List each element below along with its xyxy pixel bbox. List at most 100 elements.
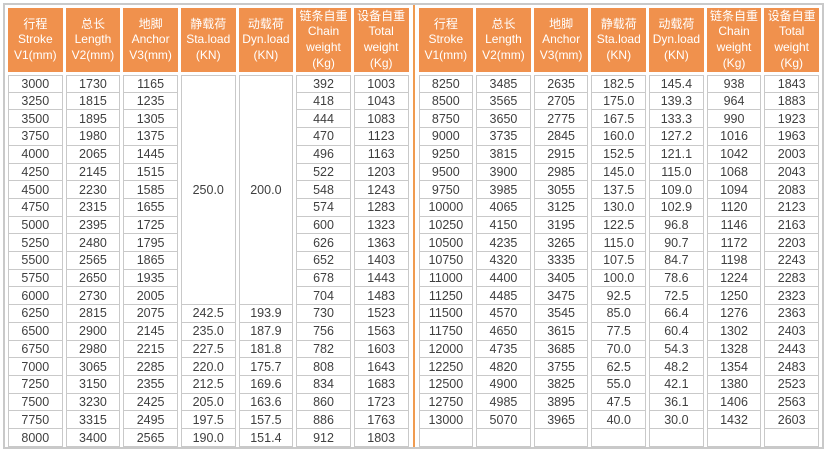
table-row: 9750 3985 3055 137.5 109.0 1094 2083 xyxy=(418,181,819,199)
table-cell: 1375 xyxy=(123,128,178,146)
table-cell: 1603 xyxy=(353,340,409,359)
table-cell: 9000 xyxy=(418,128,474,146)
table-cell: 60.4 xyxy=(649,322,704,341)
table-cell: 2355 xyxy=(123,375,178,394)
table-cell: 4320 xyxy=(476,252,531,270)
table-cell: 12500 xyxy=(418,375,474,394)
table-cell: 3755 xyxy=(533,358,589,376)
table-row: 5250 2480 1795 626 1363 xyxy=(8,234,409,253)
table-cell: 1172 xyxy=(706,234,762,253)
table-cell xyxy=(764,429,819,447)
table-cell: 2003 xyxy=(764,145,819,164)
table-cell: 964 xyxy=(706,92,762,111)
table-cell: 5000 xyxy=(8,216,63,235)
table-cell: 152.5 xyxy=(591,145,647,164)
table-cell: 175.0 xyxy=(591,92,647,111)
table-cell: 121.1 xyxy=(649,145,704,164)
table-cell: 3405 xyxy=(533,269,589,288)
table-cell: 11250 xyxy=(418,287,474,306)
table-cell: 1354 xyxy=(706,358,762,376)
table-cell: 11750 xyxy=(418,322,474,341)
table-cell: 730 xyxy=(296,305,351,323)
table-cell: 1515 xyxy=(123,163,178,182)
table-cell: 55.0 xyxy=(591,375,647,394)
table-row: 9250 3815 2915 152.5 121.1 1042 2003 xyxy=(418,145,819,164)
table-cell: 3500 xyxy=(8,110,63,129)
table-cell: 3335 xyxy=(533,252,589,270)
table-cell: 2315 xyxy=(65,198,121,217)
table-cell: 10250 xyxy=(418,216,474,235)
table-row: 7750 3315 2495 197.5 157.5 886 1763 xyxy=(8,411,409,430)
table-row: 3750 1980 1375 470 1123 xyxy=(8,128,409,146)
table-cell: 42.1 xyxy=(649,375,704,394)
table-cell: 2363 xyxy=(764,305,819,323)
table-row: 5750 2650 1935 678 1443 xyxy=(8,269,409,288)
table-cell: 10000 xyxy=(418,198,474,217)
table-cell: 3735 xyxy=(476,128,531,146)
table-cell: 1243 xyxy=(353,181,409,199)
table-cell: 13000 xyxy=(418,411,474,430)
table-row: 6000 2730 2005 704 1483 xyxy=(8,287,409,306)
table-row: 3500 1895 1305 444 1083 xyxy=(8,110,409,129)
table-cell: 1235 xyxy=(123,92,178,111)
table-cell: 444 xyxy=(296,110,351,129)
table-cell: 1883 xyxy=(764,92,819,111)
table-cell: 2565 xyxy=(65,252,121,270)
table-cell: 1683 xyxy=(353,375,409,394)
table-cell: 3825 xyxy=(533,375,589,394)
table-cell: 47.5 xyxy=(591,393,647,412)
table-cell: 2043 xyxy=(764,163,819,182)
table-row: 12250 4820 3755 62.5 48.2 1354 2483 xyxy=(418,358,819,376)
table-cell: 151.4 xyxy=(238,429,294,447)
table-cell: 1563 xyxy=(353,322,409,341)
column-header-total-weight: 设备自重 Total weight (Kg) xyxy=(764,5,819,75)
table-cell: 2845 xyxy=(533,128,589,146)
table-cell: 11000 xyxy=(418,269,474,288)
table-cell: 2075 xyxy=(123,305,178,323)
table-cell: 3125 xyxy=(533,198,589,217)
column-header-length: 总长 Length V2(mm) xyxy=(476,5,531,75)
table-cell: 2523 xyxy=(764,375,819,394)
table-cell: 9500 xyxy=(418,163,474,182)
table-cell: 3900 xyxy=(476,163,531,182)
table-cell: 205.0 xyxy=(180,393,236,412)
table-row: 8250 3485 2635 182.5 145.4 938 1843 xyxy=(418,75,819,93)
table-cell: 107.5 xyxy=(591,252,647,270)
table-cell: 1865 xyxy=(123,252,178,270)
table-cell: 1483 xyxy=(353,287,409,306)
table-cell: 3685 xyxy=(533,340,589,359)
table-cell: 5500 xyxy=(8,252,63,270)
table-cell: 782 xyxy=(296,340,351,359)
table-cell xyxy=(706,429,762,447)
table-cell: 163.6 xyxy=(238,393,294,412)
table-cell: 3545 xyxy=(533,305,589,323)
table-cell: 30.0 xyxy=(649,411,704,430)
table-row: 10500 4235 3265 115.0 90.7 1172 2203 xyxy=(418,234,819,253)
table-cell: 66.4 xyxy=(649,305,704,323)
table-cell: 4485 xyxy=(476,287,531,306)
table-cell: 1815 xyxy=(65,92,121,111)
table-cell: 2005 xyxy=(123,287,178,306)
table-row: 10750 4320 3335 107.5 84.7 1198 2243 xyxy=(418,252,819,270)
column-header-length: 总长 Length V2(mm) xyxy=(65,5,121,75)
table-cell: 1923 xyxy=(764,110,819,129)
table-cell: 548 xyxy=(296,181,351,199)
table-row: 10000 4065 3125 130.0 102.9 1120 2123 xyxy=(418,198,819,217)
table-cell: 4150 xyxy=(476,216,531,235)
table-cell: 102.9 xyxy=(649,198,704,217)
spec-table: 行程 Stroke V1(mm) 总长 Length V2(mm) 地脚 Anc… xyxy=(3,3,824,449)
table-cell: 1003 xyxy=(353,75,409,93)
table-row: 7250 3150 2355 212.5 169.6 834 1683 xyxy=(8,375,409,394)
table-cell: 6500 xyxy=(8,322,63,341)
table-row: 12750 4985 3895 47.5 36.1 1406 2563 xyxy=(418,393,819,412)
table-cell: 127.2 xyxy=(649,128,704,146)
table-cell: 145.4 xyxy=(649,75,704,93)
table-cell: 2425 xyxy=(123,393,178,412)
table-row: 6750 2980 2215 227.5 181.8 782 1603 xyxy=(8,340,409,359)
spec-table-left: 行程 Stroke V1(mm) 总长 Length V2(mm) 地脚 Anc… xyxy=(5,5,412,447)
table-cell: 886 xyxy=(296,411,351,430)
table-cell: 4500 xyxy=(8,181,63,199)
table-cell: 652 xyxy=(296,252,351,270)
table-cell: 1198 xyxy=(706,252,762,270)
table-cell: 2215 xyxy=(123,340,178,359)
